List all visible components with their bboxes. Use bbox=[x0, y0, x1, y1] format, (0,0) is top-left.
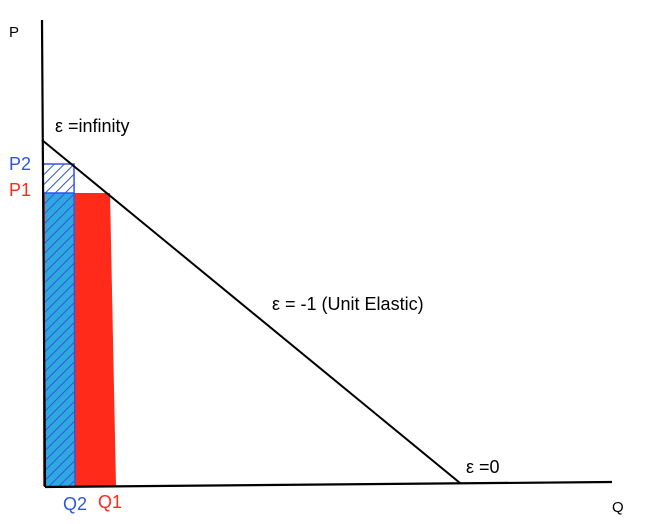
p2-q2-outline bbox=[43, 163, 76, 487]
quantity-q1-label: Q1 bbox=[98, 492, 122, 512]
x-axis-label: Q bbox=[612, 499, 624, 516]
y-axis-label: P bbox=[9, 24, 19, 41]
elasticity-zero-label: ε =0 bbox=[466, 457, 500, 477]
quantity-q2-label: Q2 bbox=[63, 494, 87, 514]
price-p1-label: P1 bbox=[9, 180, 31, 200]
y-axis bbox=[40, 19, 47, 488]
revenue-area-p2-q2-hatch bbox=[43, 164, 74, 486]
x-axis bbox=[44, 480, 613, 489]
price-p2-label: P2 bbox=[9, 154, 31, 174]
elasticity-infinity-label: ε =infinity bbox=[55, 116, 130, 136]
demand-line bbox=[41, 139, 461, 484]
elasticity-unit-label: ε = -1 (Unit Elastic) bbox=[272, 294, 424, 314]
